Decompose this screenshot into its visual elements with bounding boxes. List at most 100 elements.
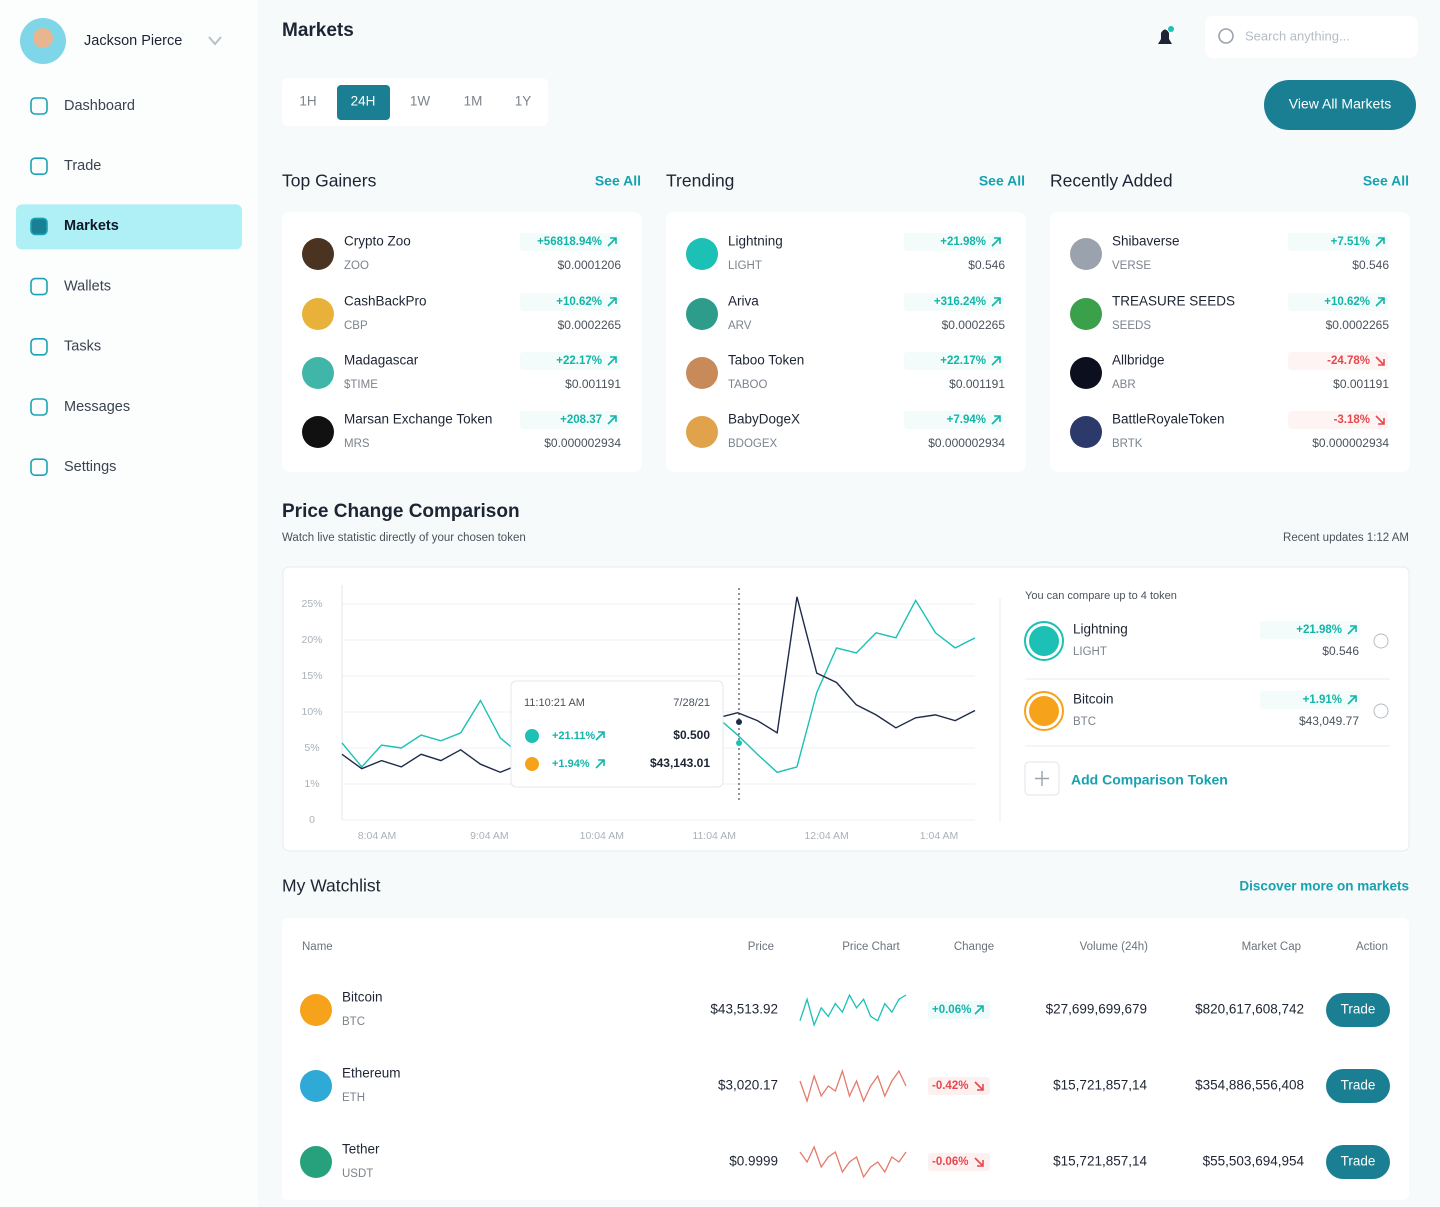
token-symbol: BDOGEX (728, 438, 778, 450)
search-placeholder: Search anything... (1245, 28, 1350, 43)
section-subtitle: Watch live statistic directly of your ch… (282, 532, 526, 544)
nav-icon[interactable] (30, 277, 48, 296)
nav-icon[interactable] (30, 97, 48, 115)
remove-token[interactable] (1373, 703, 1389, 719)
token-symbol: LIGHT (728, 260, 762, 272)
trade-button[interactable] (1326, 1069, 1390, 1103)
timeframe[interactable]: 1H (299, 94, 316, 109)
panel-card (282, 212, 642, 472)
coin-icon (300, 994, 332, 1026)
y-tick-label: 15% (301, 670, 322, 682)
token-symbol: $TIME (344, 379, 378, 391)
user-caret[interactable] (208, 36, 222, 46)
nav-item[interactable]: Markets (64, 218, 119, 234)
token-symbol: ARV (728, 320, 752, 332)
nav-item[interactable]: Messages (64, 399, 130, 415)
arrow-up (991, 415, 1001, 425)
search-box[interactable] (1205, 16, 1418, 58)
token-icon-inner (1029, 696, 1059, 726)
trade-label[interactable]: Trade (1341, 1078, 1376, 1093)
token-name[interactable]: Taboo Token (728, 353, 804, 368)
section-title: My Watchlist (282, 876, 381, 896)
timeframe[interactable]: 1M (464, 94, 483, 109)
section-title: Price Change Comparison (282, 501, 520, 522)
view-all-button[interactable] (1264, 80, 1416, 130)
token-name[interactable]: BabyDogeX (728, 412, 800, 427)
nav-item[interactable]: Tasks (64, 339, 101, 355)
see-all-link[interactable]: See All (979, 173, 1025, 189)
change: +22.17% (940, 355, 986, 367)
token-price: $0.000002934 (544, 436, 621, 450)
token-icon (1070, 357, 1102, 389)
trade-button[interactable] (1326, 1145, 1390, 1179)
change-badge (520, 293, 620, 311)
nav-icon[interactable] (30, 458, 48, 477)
token-name[interactable]: Shibaverse (1112, 234, 1180, 249)
token-icon (1070, 416, 1102, 448)
arrow-up (991, 237, 1001, 247)
tooltip-date: 7/28/21 (673, 697, 710, 709)
token-symbol: ZOO (344, 260, 369, 272)
button-label[interactable]: View All Markets (1289, 96, 1391, 112)
change: +56818.94% (537, 236, 602, 248)
token-icon (686, 238, 718, 270)
coin-price: $3,020.17 (718, 1078, 778, 1093)
remove-token[interactable] (1373, 633, 1389, 649)
token-price: $0.546 (1352, 258, 1389, 272)
timeframe-active[interactable] (337, 85, 390, 120)
token-name[interactable]: Ariva (728, 294, 759, 309)
nav-icon[interactable] (30, 337, 48, 356)
discover-link[interactable]: Discover more on markets (1239, 879, 1409, 894)
nav-item[interactable]: Trade (64, 158, 101, 174)
nav-item[interactable]: Settings (64, 459, 116, 475)
timeframe[interactable]: 24H (351, 94, 376, 109)
x-tick-label: 12:04 AM (804, 830, 848, 842)
token-price: $0.001191 (1333, 377, 1389, 391)
timeframe[interactable]: 1Y (515, 94, 532, 109)
token-name[interactable]: Lightning (728, 234, 783, 249)
token-name[interactable]: BattleRoyaleToken (1112, 412, 1225, 427)
nav-item[interactable]: Wallets (64, 278, 111, 294)
coin-market-cap: $820,617,608,742 (1195, 1002, 1304, 1017)
token-price: $0.001191 (565, 377, 621, 391)
trade-label[interactable]: Trade (1341, 1002, 1376, 1017)
nav-item[interactable]: Dashboard (64, 98, 135, 114)
change: +208.37 (560, 414, 602, 426)
change: +22.17% (556, 355, 602, 367)
nav-icon[interactable] (30, 398, 48, 416)
see-all-link[interactable]: See All (595, 173, 641, 189)
trade-label[interactable]: Trade (1341, 1154, 1376, 1169)
notification-bell[interactable] (1158, 29, 1172, 45)
token-name[interactable]: Allbridge (1112, 353, 1165, 368)
token-name[interactable]: Madagascar (344, 353, 419, 368)
timeframe[interactable]: 1W (410, 94, 431, 109)
user-name: Jackson Pierce (84, 33, 182, 49)
arrow-down (1375, 415, 1385, 425)
coin-volume: $27,699,699,679 (1046, 1002, 1147, 1017)
change-badge (904, 352, 1004, 370)
arrow-up (607, 415, 617, 425)
nav-icon[interactable] (30, 157, 48, 175)
change-badge (904, 233, 1004, 251)
token-name[interactable]: CashBackPro (344, 294, 427, 309)
add-token-link[interactable]: Add Comparison Token (1071, 772, 1228, 788)
token-name[interactable]: TREASURE SEEDS (1112, 294, 1235, 309)
notification-dot (1168, 26, 1174, 32)
arrow-up (595, 731, 605, 741)
token-icon (302, 416, 334, 448)
token-price: $0.0001206 (558, 258, 622, 272)
compare-note: You can compare up to 4 token (1025, 590, 1177, 602)
column-header: Volume (24h) (1080, 941, 1149, 953)
token-name[interactable]: Marsan Exchange Token (344, 412, 492, 427)
y-tick-label: 1% (304, 778, 319, 790)
token-name[interactable]: Crypto Zoo (344, 234, 411, 249)
see-all-link[interactable]: See All (1363, 173, 1409, 189)
arrow-up (974, 1005, 984, 1015)
coin-name: Ethereum (342, 1066, 401, 1081)
nav-active (16, 204, 242, 250)
column-header: Change (954, 941, 994, 953)
token-symbol: TABOO (728, 379, 767, 391)
nav-icon[interactable] (30, 217, 48, 236)
trade-button[interactable] (1326, 993, 1390, 1027)
